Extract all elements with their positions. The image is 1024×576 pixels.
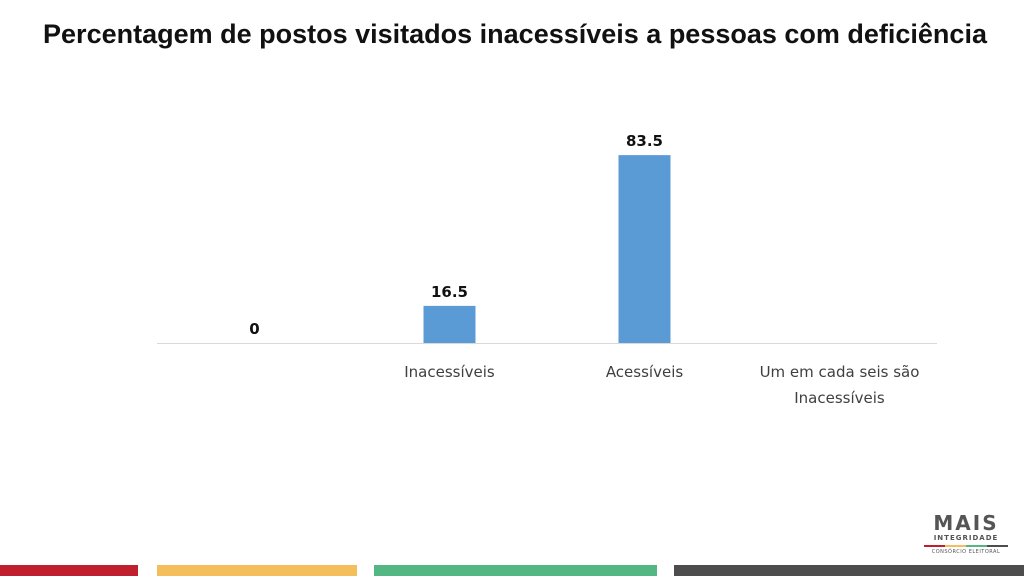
logo-sub-text: INTEGRIDADE xyxy=(933,534,999,542)
data-label-2: 83.5 xyxy=(626,132,663,150)
logo-stripe-yellow xyxy=(945,545,966,547)
logo-stripe-green xyxy=(966,545,987,547)
footer-bar-gray xyxy=(674,565,1024,576)
tick-label-2: Acessíveis xyxy=(606,363,684,381)
tick-label-3: Um em cada seis são Inacessíveis xyxy=(760,363,920,407)
bar-2 xyxy=(618,155,671,343)
logo-small-text: CONSÓRCIO ELEITORAL xyxy=(931,549,1001,555)
logo-stripe xyxy=(924,545,1008,547)
chart-title: Percentagem de postos visitados inacessí… xyxy=(43,19,987,49)
bar-1 xyxy=(423,305,476,343)
data-label-0: 0 xyxy=(249,320,259,338)
logo-main-text: MAIS xyxy=(933,511,999,535)
logo-stripe-red xyxy=(924,545,945,547)
tick-label-1: Inacessíveis xyxy=(404,363,495,381)
bar-chart: 0 16.5 83.5 Inacessíveis Acessíveis Um em cad… xyxy=(157,132,937,407)
data-label-1: 16.5 xyxy=(431,283,468,301)
mais-integridade-logo: MAIS INTEGRIDADE CONSÓRCIO ELEITORAL xyxy=(920,512,1012,556)
footer-bar-yellow xyxy=(157,565,357,576)
footer-bar-green xyxy=(374,565,657,576)
logo-stripe-gray xyxy=(987,545,1008,547)
footer-bar-red xyxy=(0,565,138,576)
